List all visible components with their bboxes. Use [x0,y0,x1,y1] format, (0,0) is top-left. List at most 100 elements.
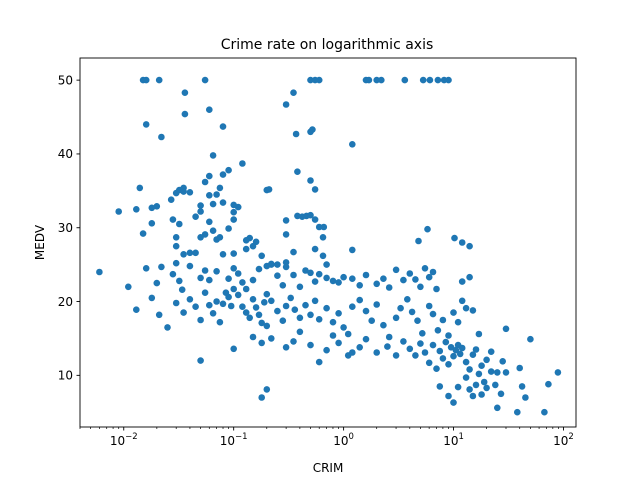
data-point [206,192,213,199]
data-point [458,344,466,352]
data-point [362,335,370,343]
x-tick-base: 10 [220,434,235,448]
data-point [335,310,342,317]
data-point [252,304,260,311]
data-point [429,341,437,349]
data-point [429,310,437,318]
data-point [421,265,429,272]
data-point [219,171,227,178]
data-point [483,384,490,392]
data-point [307,269,314,277]
data-point [404,296,411,303]
y-axis: 10 20 30 40 50 [58,73,80,383]
data-point [419,330,426,337]
data-point [450,352,457,360]
data-point [239,279,246,286]
data-point [518,383,526,390]
data-point [417,340,424,347]
data-point [268,335,275,342]
data-point [487,368,495,375]
data-point [452,346,460,354]
data-point [282,302,290,310]
data-point [290,338,297,345]
data-point [219,199,227,206]
data-point [216,234,224,241]
data-point [356,344,364,351]
data-point [180,309,187,316]
x-tick-base: 10 [553,434,568,448]
data-point [472,346,480,353]
data-point [414,317,421,325]
data-point [133,206,140,213]
data-point [287,294,295,302]
data-point [417,283,424,291]
data-point [274,272,281,280]
data-point [242,285,250,293]
data-point [426,76,434,84]
data-point [311,186,319,193]
data-point [206,106,213,113]
data-point [445,392,452,400]
data-point [155,311,163,319]
data-point [158,263,165,271]
data-point [290,271,297,279]
data-point [408,308,416,316]
x-axis-label: CRIM [313,461,344,475]
data-point [478,391,485,398]
data-point [261,299,268,306]
data-point [148,204,156,212]
data-point [445,361,452,368]
data-point [315,270,323,278]
data-point [450,399,457,406]
data-point [380,275,387,283]
data-point [469,392,477,400]
data-point [401,76,409,84]
data-point [323,274,330,282]
data-point [249,276,257,284]
data-point [499,358,507,365]
data-point [230,285,237,293]
x-tick-exponent: 0 [349,432,354,442]
data-point [274,307,281,315]
data-point [315,223,323,231]
data-point [246,314,253,322]
data-point [466,273,473,281]
data-point [466,366,473,373]
data-point [514,408,521,416]
data-point [329,277,337,285]
data-point [462,358,470,366]
data-point [192,213,199,220]
data-point [192,249,199,257]
data-point [292,130,300,138]
data-point [349,349,356,356]
data-point [527,335,534,343]
x-tick-base: 10 [110,434,125,448]
data-point [274,261,281,268]
data-point [545,380,552,388]
data-point [282,217,290,224]
data-point [115,208,122,215]
data-point [315,316,323,323]
data-point [255,265,263,273]
data-point [412,276,419,283]
data-point [296,328,304,336]
data-point [494,404,501,412]
x-tick-label: 10−2 [110,432,138,448]
data-point [172,242,180,250]
data-point [227,302,235,310]
data-point [197,357,204,364]
data-point [469,351,477,359]
data-point [315,358,323,366]
data-point [458,278,466,285]
data-point [340,273,347,281]
data-point [541,408,548,416]
data-point [425,302,433,310]
data-point [133,306,140,314]
data-point [307,211,314,219]
data-point [290,89,297,96]
data-point [249,242,257,250]
data-point [230,265,237,272]
data-point [258,252,266,260]
data-point [158,133,165,141]
data-point [142,76,150,84]
